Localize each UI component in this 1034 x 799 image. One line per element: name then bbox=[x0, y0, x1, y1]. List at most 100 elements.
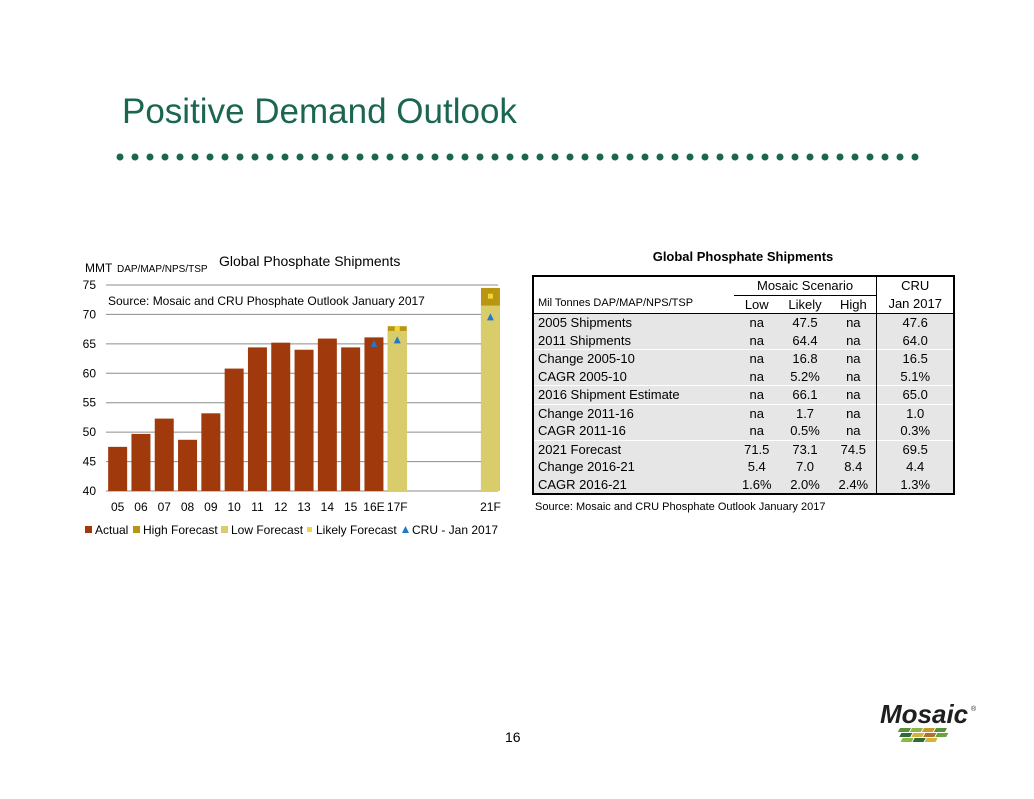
table-row: CAGR 2005-10 na 5.2% na 5.1% bbox=[533, 367, 954, 386]
x-tick-label: 06 bbox=[134, 500, 148, 514]
divider-dot bbox=[146, 153, 154, 161]
shipments-table: Mosaic Scenario CRU Mil Tonnes DAP/MAP/N… bbox=[532, 275, 955, 495]
legend-label: Likely Forecast bbox=[316, 523, 397, 537]
table-cell: 1.3% bbox=[876, 475, 954, 494]
row-label: 2005 Shipments bbox=[533, 313, 734, 332]
divider-dot bbox=[491, 153, 499, 161]
table-source-note: Source: Mosaic and CRU Phosphate Outlook… bbox=[535, 501, 826, 513]
bar-actual bbox=[341, 347, 361, 491]
legend-label: CRU - Jan 2017 bbox=[412, 523, 498, 537]
row-label: 2016 Shipment Estimate bbox=[533, 385, 734, 404]
chart-markers bbox=[370, 293, 494, 347]
x-tick-label: 16E bbox=[363, 500, 384, 514]
table-row: Change 2005-10 na 16.8 na 16.5 bbox=[533, 349, 954, 368]
col-high: High bbox=[830, 295, 877, 314]
table-cell: 4.4 bbox=[876, 458, 954, 476]
table-cell: na bbox=[830, 403, 877, 422]
divider-dot bbox=[191, 153, 199, 161]
row-label: 2011 Shipments bbox=[533, 331, 734, 350]
divider-dot bbox=[641, 153, 649, 161]
bar-actual bbox=[131, 433, 151, 491]
divider-dot bbox=[656, 153, 664, 161]
table-cell: na bbox=[733, 403, 780, 422]
bar-actual bbox=[178, 439, 198, 491]
divider-dot bbox=[821, 153, 829, 161]
divider-dot bbox=[176, 153, 184, 161]
bar-low-forecast bbox=[480, 305, 500, 491]
x-tick-label: 14 bbox=[321, 500, 335, 514]
bar-actual bbox=[247, 347, 267, 491]
divider-dot bbox=[611, 153, 619, 161]
x-tick-label: 21F bbox=[480, 500, 501, 514]
table-title: Global Phosphate Shipments bbox=[652, 249, 834, 264]
table-corner bbox=[533, 276, 734, 295]
table-cell: 5.1% bbox=[876, 367, 954, 386]
divider-dot bbox=[266, 153, 274, 161]
cru-header: CRU bbox=[876, 276, 954, 295]
divider-dot bbox=[131, 153, 139, 161]
table-cell: na bbox=[733, 349, 780, 368]
divider-dot bbox=[356, 153, 364, 161]
divider-dot bbox=[371, 153, 379, 161]
legend-label: Actual bbox=[95, 523, 128, 537]
marker-cru bbox=[393, 336, 401, 344]
divider-dot bbox=[731, 153, 739, 161]
legend-swatch bbox=[307, 527, 312, 532]
table-cell: 1.0 bbox=[876, 403, 954, 422]
divider-dot bbox=[536, 153, 544, 161]
divider-dot bbox=[251, 153, 259, 161]
logo-mosaic-tiles bbox=[897, 728, 949, 742]
divider-dot bbox=[326, 153, 334, 161]
table-cell: 5.2% bbox=[779, 367, 831, 386]
divider-dot bbox=[566, 153, 574, 161]
row-label: Change 2005-10 bbox=[533, 349, 734, 368]
divider-dot bbox=[701, 153, 709, 161]
marker-likely-forecast bbox=[394, 326, 400, 332]
divider-dot bbox=[116, 153, 124, 161]
table-row: Change 2011-16 na 1.7 na 1.0 bbox=[533, 403, 954, 422]
row-label: Change 2011-16 bbox=[533, 403, 734, 422]
table-cell: 8.4 bbox=[830, 458, 877, 476]
y-tick-label: 55 bbox=[83, 396, 97, 410]
legend-swatch bbox=[133, 526, 140, 533]
divider-dot bbox=[911, 153, 919, 161]
table-cell: 0.3% bbox=[876, 422, 954, 440]
divider-dot bbox=[461, 153, 469, 161]
x-tick-label: 08 bbox=[181, 500, 195, 514]
table-cell: na bbox=[830, 385, 877, 404]
table-cell: na bbox=[830, 349, 877, 368]
title-divider bbox=[116, 153, 919, 161]
bar-actual bbox=[364, 337, 384, 491]
table-row: 2021 Forecast 71.5 73.1 74.5 69.5 bbox=[533, 439, 954, 458]
table-cell: na bbox=[733, 367, 780, 386]
divider-dot bbox=[851, 153, 859, 161]
row-label: CAGR 2016-21 bbox=[533, 475, 734, 494]
bar-actual bbox=[154, 418, 174, 491]
divider-dot bbox=[686, 153, 694, 161]
x-tick-label: 10 bbox=[227, 500, 241, 514]
marker-likely-forecast bbox=[487, 293, 493, 299]
row-label: Change 2016-21 bbox=[533, 458, 734, 476]
divider-dot bbox=[401, 153, 409, 161]
x-tick-label: 07 bbox=[158, 500, 172, 514]
divider-dot bbox=[446, 153, 454, 161]
x-tick-label: 09 bbox=[204, 500, 218, 514]
row-label: 2021 Forecast bbox=[533, 439, 734, 458]
divider-dot bbox=[476, 153, 484, 161]
divider-dot bbox=[506, 153, 514, 161]
divider-dot bbox=[281, 153, 289, 161]
table-cell: na bbox=[733, 422, 780, 440]
x-tick-label: 11 bbox=[251, 500, 264, 514]
table-row: CAGR 2011-16 na 0.5% na 0.3% bbox=[533, 422, 954, 440]
legend-label: Low Forecast bbox=[231, 523, 304, 537]
table-cell: na bbox=[733, 385, 780, 404]
table-cell: 1.7 bbox=[779, 403, 831, 422]
table-cell: 64.4 bbox=[779, 331, 831, 350]
legend-label: High Forecast bbox=[143, 523, 218, 537]
divider-dot bbox=[776, 153, 784, 161]
divider-dot bbox=[896, 153, 904, 161]
divider-dot bbox=[161, 153, 169, 161]
chart-source-note: Source: Mosaic and CRU Phosphate Outlook… bbox=[108, 294, 425, 308]
divider-dot bbox=[626, 153, 634, 161]
